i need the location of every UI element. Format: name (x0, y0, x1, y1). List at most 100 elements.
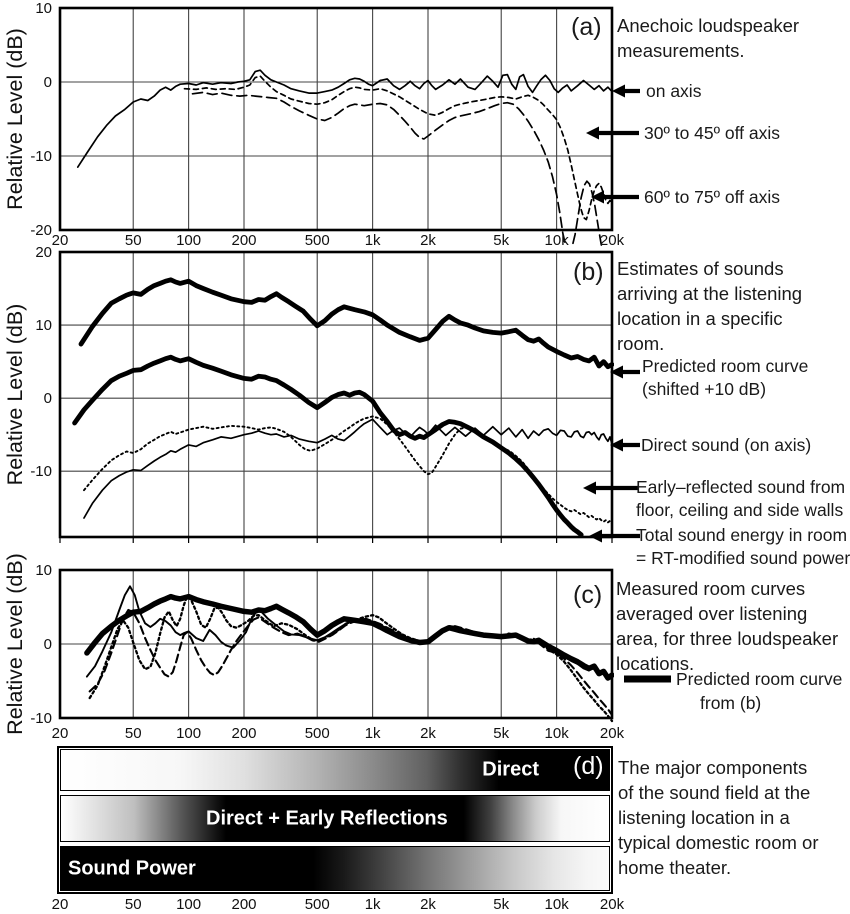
series-predicted-room-curve-from-b- (84, 593, 614, 681)
direct-early-reflections-bar-label: Direct + Early Reflections (206, 807, 448, 829)
svg-text:1k: 1k (365, 896, 381, 913)
series-on-axis (76, 69, 613, 168)
arrow-left-icon (612, 84, 625, 98)
svg-text:-20: -20 (30, 222, 52, 239)
arrow-left-icon (589, 529, 602, 543)
sound-power-bar: Sound Power (60, 846, 610, 891)
label-total-sound-energy: Total sound energy in room = RT-modified… (636, 525, 850, 568)
arrow-left-icon (583, 481, 596, 495)
series-measured-location-3 (88, 608, 614, 717)
arrow-left-icon (610, 365, 623, 379)
svg-text:5k: 5k (493, 232, 509, 249)
svg-text:200: 200 (231, 725, 256, 742)
svg-text:-10: -10 (30, 463, 52, 480)
panel-b-ylabel: Relative Level (dB) (3, 304, 27, 486)
label-predicted-room-curve: Predicted room curve (shifted +10 dB) (642, 356, 809, 399)
caption-b: Estimates of sounds arriving at the list… (617, 258, 803, 354)
panel-c-grid (60, 570, 612, 718)
panel-c-frame (58, 568, 614, 720)
svg-text:20k: 20k (600, 896, 625, 913)
svg-text:10: 10 (35, 0, 52, 17)
series-60-to-75-off-axis (191, 91, 603, 246)
svg-text:50: 50 (125, 896, 142, 913)
svg-text:500: 500 (305, 725, 330, 742)
svg-text:-10: -10 (30, 148, 52, 165)
panel-b-ticks: 20 10 0 -10 (30, 244, 613, 543)
svg-text:100: 100 (176, 725, 201, 742)
legend-predicted-room-curve-line1: Predicted room curve (676, 669, 843, 689)
panel-b-frame (58, 250, 614, 539)
svg-text:0: 0 (44, 390, 52, 407)
svg-text:5k: 5k (493, 896, 509, 913)
svg-text:1k: 1k (365, 232, 381, 249)
series-total-sound-energy-in-room-rt-modified-sound-power (72, 354, 584, 538)
svg-text:50: 50 (125, 232, 142, 249)
panel-c-ylabel: Relative Level (dB) (3, 553, 27, 735)
caption-c: Measured room curves averaged over liste… (616, 578, 839, 674)
panel-d-ticks: 20 50 100 200 500 1k 2k 5k 10k 20k (52, 896, 625, 913)
legend-predicted-room-curve-line2: from (b) (700, 693, 762, 713)
svg-text:50: 50 (125, 725, 142, 742)
series-measured-location-2 (88, 595, 614, 723)
svg-text:2k: 2k (420, 896, 436, 913)
panel-letter-b: (b) (573, 258, 604, 286)
series-measured-location-1 (85, 585, 613, 681)
panel-letter-d: (d) (573, 752, 604, 780)
svg-text:10k: 10k (545, 232, 570, 249)
panel-a-frame (58, 6, 614, 232)
arrow-left-icon (591, 190, 604, 204)
svg-text:20: 20 (52, 896, 69, 913)
series-30-to-45-off-axis (183, 75, 613, 221)
svg-text:0: 0 (44, 74, 52, 91)
panel-c-curves (84, 585, 614, 723)
panel-b-curves (72, 277, 614, 538)
panel-a-curves (76, 69, 613, 246)
svg-text:500: 500 (305, 896, 330, 913)
panel-letter-c: (c) (573, 581, 603, 609)
svg-text:10k: 10k (545, 725, 570, 742)
svg-text:200: 200 (231, 232, 256, 249)
svg-text:20: 20 (52, 232, 69, 249)
svg-text:20k: 20k (600, 725, 625, 742)
svg-text:2k: 2k (420, 725, 436, 742)
svg-text:10: 10 (35, 317, 52, 334)
direct-early-reflections-bar: Direct + Early Reflections (60, 795, 610, 842)
svg-text:2k: 2k (420, 232, 436, 249)
arrow-left-icon (610, 438, 623, 452)
svg-text:100: 100 (176, 232, 201, 249)
svg-text:20k: 20k (600, 232, 625, 249)
caption-a: Anechoic loudspeaker measurements. (617, 15, 800, 61)
direct-bar-label: Direct (482, 758, 539, 781)
svg-text:20: 20 (52, 725, 69, 742)
label-on-axis: on axis (646, 81, 702, 101)
label-early-reflected: Early–reflected sound from floor, ceilin… (636, 477, 846, 520)
svg-text:0: 0 (44, 636, 52, 653)
svg-text:200: 200 (231, 896, 256, 913)
svg-text:100: 100 (176, 896, 201, 913)
svg-text:-10: -10 (30, 710, 52, 727)
sound-power-bar-label: Sound Power (68, 857, 196, 879)
label-60-75-off-axis: 60º to 75º off axis (644, 187, 781, 207)
svg-text:1k: 1k (365, 725, 381, 742)
panel-a-ylabel: Relative Level (dB) (3, 28, 27, 210)
series-direct-sound-on-axis- (83, 418, 613, 519)
components-bars-panel: Direct Direct + Early Reflections Sound … (57, 746, 613, 894)
caption-d: The major components of the sound field … (618, 757, 819, 878)
svg-text:5k: 5k (493, 725, 509, 742)
arrow-left-icon (586, 126, 599, 140)
panel-a-grid (60, 8, 612, 230)
panel-b-grid (60, 252, 612, 537)
svg-text:10k: 10k (545, 896, 570, 913)
svg-text:10: 10 (35, 562, 52, 579)
series-predicted-room-curve-shifted-10-db- (78, 277, 614, 370)
svg-text:500: 500 (305, 232, 330, 249)
direct-bar: Direct (60, 749, 610, 791)
svg-text:20: 20 (35, 244, 52, 261)
label-30-45-off-axis: 30º to 45º off axis (644, 123, 781, 143)
label-direct-sound: Direct sound (on axis) (641, 435, 812, 455)
series-early-reflected-sound-from-floor-ceiling-and-side-walls (83, 415, 613, 525)
panel-letter-a: (a) (571, 13, 602, 41)
